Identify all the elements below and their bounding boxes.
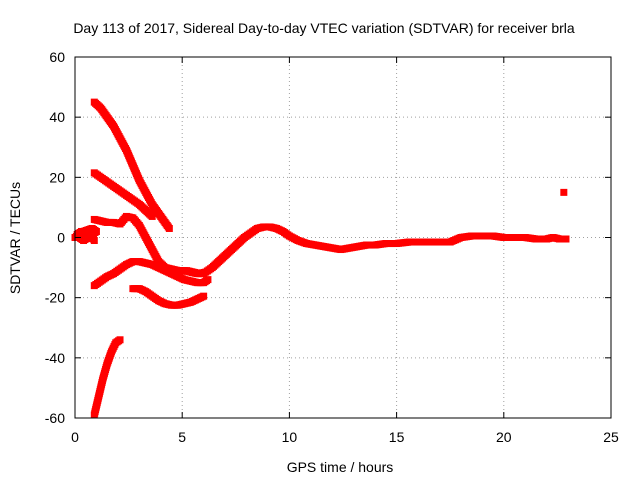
- x-tick-label: 5: [178, 429, 186, 445]
- y-tick-label: 40: [49, 109, 65, 125]
- x-tick-label: 20: [496, 429, 512, 445]
- data-point: [200, 292, 208, 300]
- y-tick-label: 20: [49, 169, 65, 185]
- y-tick-label: -40: [45, 350, 65, 366]
- y-tick-label: 60: [49, 49, 65, 65]
- chart-title: Day 113 of 2017, Sidereal Day-to-day VTE…: [73, 20, 575, 36]
- series-arc-high: [90, 98, 173, 232]
- y-axis-title: SDTVAR / TECUs: [7, 182, 23, 294]
- series-arc-mid: [90, 169, 156, 220]
- data-point: [165, 224, 173, 232]
- y-tick-label: -20: [45, 290, 65, 306]
- data-point: [204, 276, 212, 284]
- series-arc-steep: [90, 336, 124, 419]
- data-point: [148, 212, 156, 220]
- series-outlier: [560, 188, 568, 196]
- series-main-track: [182, 223, 570, 278]
- series-arc-minus-sixteen: [90, 258, 212, 290]
- data-point: [116, 336, 124, 344]
- x-axis-title: GPS time / hours: [287, 459, 394, 475]
- data-point: [90, 237, 98, 245]
- x-tick-label: 0: [71, 429, 79, 445]
- series-arc-minus-twenty: [129, 285, 208, 309]
- data-point: [560, 188, 568, 196]
- series-arc-near-zero-left: [71, 224, 100, 245]
- y-axis-ticks: -60 -40 -20 0 20 40 60: [45, 49, 611, 426]
- data-points: [71, 98, 570, 419]
- y-tick-label: -60: [45, 410, 65, 426]
- x-axis-ticks: 0 5 10 15 20 25: [71, 57, 619, 445]
- x-tick-label: 25: [603, 429, 619, 445]
- data-point: [562, 235, 570, 243]
- y-tick-label: 0: [57, 230, 65, 246]
- x-tick-label: 15: [389, 429, 405, 445]
- x-tick-label: 10: [282, 429, 298, 445]
